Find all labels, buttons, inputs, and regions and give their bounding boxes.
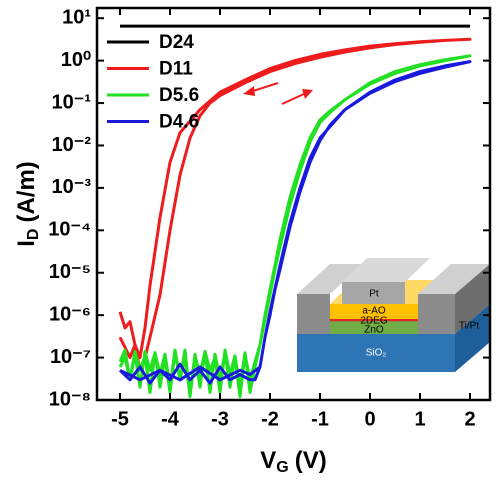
aao-front [330, 304, 418, 319]
axis-symbol: I [13, 240, 40, 247]
y-tick-label: 10⁰ [61, 49, 91, 71]
axis-symbol: V [260, 447, 276, 474]
x-tick-label: -4 [161, 408, 180, 430]
series-line [118, 37, 472, 372]
inset-label: ZnO [364, 325, 384, 336]
inset-label: 2DEG [360, 316, 387, 327]
sweep-arrow [281, 92, 307, 105]
y-tick-label: 10⁻⁷ [50, 346, 91, 368]
series-line [118, 54, 472, 399]
x-tick-label: -1 [311, 408, 329, 430]
arrows [243, 82, 313, 105]
legend-label: D5.6 [159, 85, 199, 106]
device-inset: Pt a-AO 2DEG ZnO Ti/Pt SiO₂ [297, 258, 490, 372]
legend-label: D11 [159, 59, 193, 80]
electrode-right-top [418, 264, 490, 294]
plot-area [118, 24, 472, 399]
inset-label: Ti/Pt [459, 321, 479, 332]
y-tick-label: 10¹ [62, 6, 91, 28]
x-tick-label: -5 [111, 408, 129, 430]
y-tick-label: 10⁻⁵ [49, 261, 91, 283]
x-tick-label: 1 [414, 408, 425, 430]
electrode-right-side [455, 264, 490, 334]
electrode-right [418, 294, 455, 334]
legend-label: D4.6 [159, 112, 199, 133]
x-tick-label: 2 [464, 408, 475, 430]
y-tick-label: 10⁻⁴ [48, 219, 91, 241]
electrode-left-top [297, 264, 362, 294]
axis-subscript: D [25, 229, 42, 241]
inset-label: a-AO [362, 306, 386, 317]
y-tick-label: 10⁻² [52, 134, 92, 156]
arrow-head [243, 86, 255, 96]
zno-front [330, 320, 418, 334]
axis-title: ID (A/m) [13, 161, 42, 247]
x-tick-label: 0 [364, 408, 375, 430]
axis-unit: (V) [295, 447, 327, 474]
series-line [118, 60, 472, 385]
plot-frame [95, 6, 492, 402]
legend-label: D24 [159, 32, 194, 53]
inset-label: SiO₂ [366, 348, 387, 359]
inset-label: Pt [369, 289, 379, 300]
axis-title: VG (V) [260, 447, 326, 476]
x-tick-label: -2 [261, 408, 279, 430]
substrate-side [455, 304, 490, 372]
pt-front [342, 282, 405, 304]
x-tick-label: -3 [211, 408, 229, 430]
arrow-head [302, 89, 313, 99]
sweep-arrow [249, 82, 279, 93]
y-tick-label: 10⁻⁶ [49, 303, 91, 325]
pt-top [342, 258, 430, 282]
y-tick-label: 10⁻¹ [52, 91, 92, 113]
axis-subscript: G [276, 459, 288, 476]
y-tick-label: 10⁻⁸ [49, 388, 91, 410]
substrate-front [297, 334, 455, 372]
axis-unit: (A/m) [13, 161, 40, 222]
electrode-left [297, 294, 330, 334]
y-tick-label: 10⁻³ [52, 176, 92, 198]
